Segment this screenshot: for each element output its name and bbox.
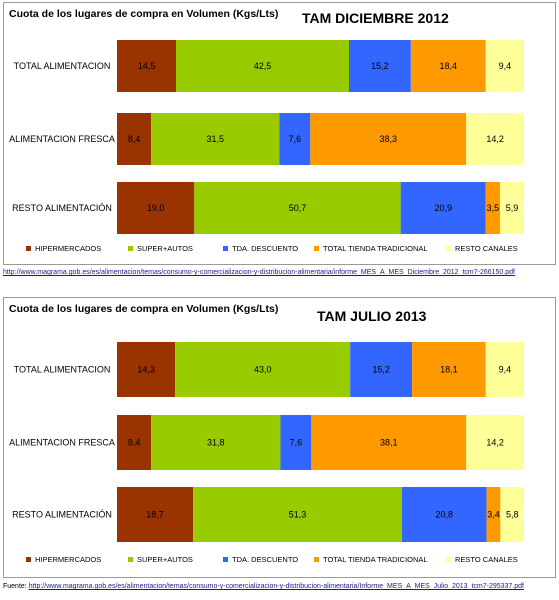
data-label-total-tienda-tradicional-total-alimentacion: 18,4 [440,61,458,71]
bar-segment-tda-descuento-total-alimentacion [350,342,413,397]
bar-segment-total-tienda-tradicional-alimentacion-fresca [311,415,467,470]
stacked-bar-chart-dec-2012: TOTAL ALIMENTACION 14,5 42,5 15,2 18,4 9,4 ALI… [9,40,524,253]
bar-segment-super-autos-resto-alimentacion [194,182,401,234]
source-link-dec-2012[interactable]: http://www.magrama.gob.es/es/alimentacio… [3,269,515,276]
legend-swatch-hipermercados [26,246,31,251]
data-label-resto-canales-alimentacion-fresca: 14,2 [486,438,504,448]
data-label-total-tienda-tradicional-resto-alimentacion: 3,5 [487,203,500,213]
bar-segment-resto-canales-resto-alimentacion [500,487,524,542]
data-label-super-autos-resto-alimentacion: 50,7 [289,203,307,213]
data-label-resto-canales-total-alimentacion: 9,4 [499,61,512,71]
bar-segment-resto-canales-total-alimentacion [485,342,524,397]
bar-segment-super-autos-total-alimentacion [176,40,349,92]
bar-segment-tda-descuento-alimentacion-fresca [279,113,311,165]
data-label-tda-descuento-resto-alimentacion: 20,9 [434,203,452,213]
data-label-tda-descuento-total-alimentacion: 15,2 [372,365,390,375]
legend-entry-total-tienda-tradicional: TOTAL TIENDA TRADICIONAL [323,555,428,564]
category-label-alimentacion-fresca: ALIMENTACION FRESCA [9,134,115,144]
bar-segment-tda-descuento-resto-alimentacion [400,182,486,234]
bar-segment-total-tienda-tradicional-resto-alimentacion [486,487,501,542]
bar-segment-super-autos-resto-alimentacion [193,487,402,542]
data-label-hipermercados-resto-alimentacion: 19,0 [147,203,165,213]
bar-segment-hipermercados-resto-alimentacion [117,182,195,234]
data-label-total-tienda-tradicional-alimentacion-fresca: 38,1 [380,438,398,448]
bar-segment-super-autos-total-alimentacion [175,342,351,397]
data-label-resto-canales-resto-alimentacion: 5,8 [506,510,519,520]
data-label-hipermercados-alimentacion-fresca: 8,4 [128,438,141,448]
chart-period: TAM JULIO 2013 [317,308,427,324]
chart-title: Cuota de los lugares de compra en Volume… [9,8,279,20]
bar-segment-tda-descuento-total-alimentacion [348,40,411,92]
source-url[interactable]: http://www.magrama.gob.es/es/alimentacio… [3,269,516,276]
bar-segment-hipermercados-total-alimentacion [117,342,176,397]
category-label-total-alimentacion: TOTAL ALIMENTACION [14,365,111,375]
data-label-total-tienda-tradicional-resto-alimentacion: 3,4 [487,510,500,520]
bar-segment-hipermercados-alimentacion-fresca [117,113,152,165]
data-label-resto-canales-alimentacion-fresca: 14,2 [486,134,504,144]
bar-segment-super-autos-alimentacion-fresca [151,113,280,165]
data-label-hipermercados-total-alimentacion: 14,3 [137,365,155,375]
legend-swatch-total-tienda-tradicional [314,246,319,251]
legend-entry-tda-descuento: TDA. DESCUENTO [232,555,298,564]
category-label-resto-alimentacion: RESTO ALIMENTACIÓN [12,203,112,213]
legend-entry-resto-canales: RESTO CANALES [455,555,518,564]
data-label-super-autos-resto-alimentacion: 51,3 [289,510,307,520]
data-label-tda-descuento-resto-alimentacion: 20,8 [435,510,453,520]
bar-segment-hipermercados-alimentacion-fresca [117,415,152,470]
data-label-total-tienda-tradicional-total-alimentacion: 18,1 [440,365,458,375]
legend-entry-total-tienda-tradicional: TOTAL TIENDA TRADICIONAL [323,244,428,253]
source-prefix: Fuente: [3,583,27,590]
bar-segment-resto-canales-alimentacion-fresca [466,415,524,470]
bar-segment-resto-canales-total-alimentacion [485,40,524,92]
data-label-super-autos-total-alimentacion: 42,5 [254,61,272,71]
bar-segment-tda-descuento-alimentacion-fresca [280,415,312,470]
data-label-super-autos-alimentacion-fresca: 31,8 [207,438,225,448]
bar-segment-tda-descuento-resto-alimentacion [401,487,487,542]
bar-segment-total-tienda-tradicional-alimentacion-fresca [310,113,467,165]
bar-segment-total-tienda-tradicional-total-alimentacion [410,40,486,92]
legend-entry-hipermercados: HIPERMERCADOS [35,244,101,253]
data-label-super-autos-total-alimentacion: 43,0 [254,365,272,375]
source-link-jul-2013[interactable]: Fuente: http://www.magrama.gob.es/es/ali… [3,583,524,590]
legend-swatch-resto-canales [446,246,451,251]
category-label-alimentacion-fresca: ALIMENTACION FRESCA [9,438,115,448]
legend-swatch-super-autos [128,557,133,562]
data-label-tda-descuento-alimentacion-fresca: 7,6 [290,438,303,448]
data-label-super-autos-alimentacion-fresca: 31,5 [207,134,225,144]
bar-segment-hipermercados-total-alimentacion [117,40,177,92]
bar-segment-total-tienda-tradicional-total-alimentacion [412,342,486,397]
bar-segment-hipermercados-resto-alimentacion [117,487,194,542]
legend-swatch-total-tienda-tradicional [314,557,319,562]
data-label-resto-canales-total-alimentacion: 9,4 [499,365,512,375]
chart-period: TAM DICIEMBRE 2012 [302,10,449,26]
legend-swatch-resto-canales [446,557,451,562]
data-label-hipermercados-resto-alimentacion: 18,7 [146,510,164,520]
bar-segment-resto-canales-alimentacion-fresca [466,113,524,165]
chart-panel-jul-2013: Cuota de los lugares de compra en Volume… [3,297,556,578]
legend-entry-resto-canales: RESTO CANALES [455,244,518,253]
legend-entry-hipermercados: HIPERMERCADOS [35,555,101,564]
chart-panel-dec-2012: Cuota de los lugares de compra en Volume… [3,2,556,265]
legend-swatch-super-autos [128,246,133,251]
bar-segment-total-tienda-tradicional-resto-alimentacion [485,182,500,234]
legend-entry-super-autos: SUPER+AUTOS [137,244,193,253]
source-url[interactable]: http://www.magrama.gob.es/es/alimentacio… [28,583,524,590]
legend-entry-tda-descuento: TDA. DESCUENTO [232,244,298,253]
category-label-total-alimentacion: TOTAL ALIMENTACION [14,61,111,71]
bar-segment-resto-canales-resto-alimentacion [499,182,524,234]
stacked-bar-chart-jul-2013: TOTAL ALIMENTACION 14,3 43,0 15,2 18,1 9,4 ALI… [9,342,524,564]
legend-swatch-hipermercados [26,557,31,562]
data-label-tda-descuento-alimentacion-fresca: 7,6 [289,134,302,144]
data-label-total-tienda-tradicional-alimentacion-fresca: 38,3 [379,134,397,144]
legend-swatch-tda-descuento [223,557,228,562]
bar-segment-super-autos-alimentacion-fresca [151,415,281,470]
data-label-resto-canales-resto-alimentacion: 5,9 [506,203,519,213]
chart-title: Cuota de los lugares de compra en Volume… [9,303,279,315]
data-label-hipermercados-alimentacion-fresca: 8,4 [128,134,141,144]
data-label-hipermercados-total-alimentacion: 14,5 [138,61,156,71]
category-label-resto-alimentacion: RESTO ALIMENTACIÓN [12,510,112,520]
data-label-tda-descuento-total-alimentacion: 15,2 [371,61,389,71]
legend-swatch-tda-descuento [223,246,228,251]
legend-entry-super-autos: SUPER+AUTOS [137,555,193,564]
